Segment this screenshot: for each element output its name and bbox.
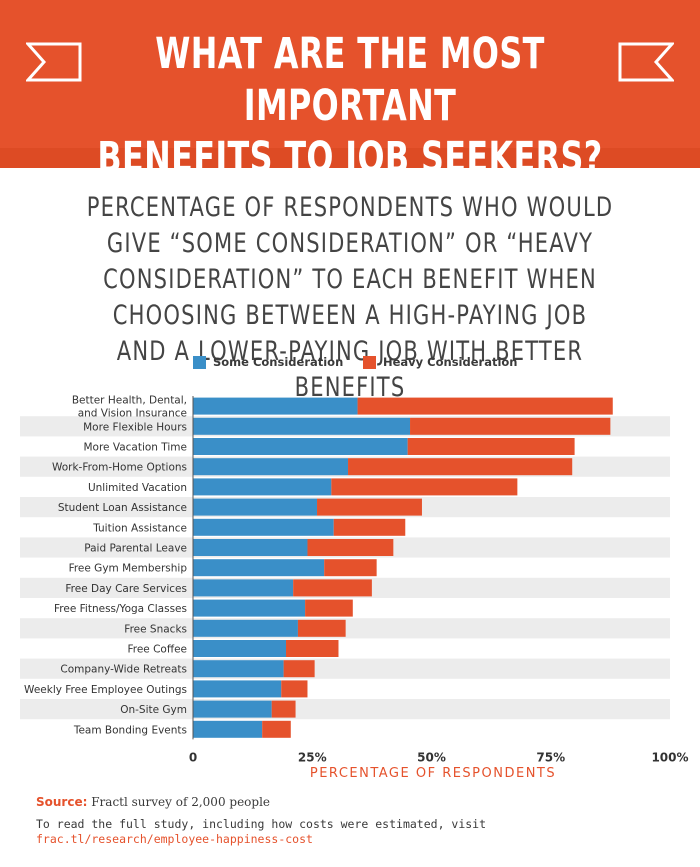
legend-swatch-heavy: [363, 355, 376, 369]
row-stripe: [20, 699, 670, 720]
bar-some: [193, 518, 334, 536]
x-tick-label: 100%: [651, 750, 688, 764]
legend-item-heavy: Heavy Consideration: [363, 355, 518, 369]
bar-heavy: [324, 559, 377, 577]
study-note: To read the full study, including how co…: [36, 817, 486, 847]
chart-legend: Some Consideration Heavy Consideration: [0, 355, 700, 373]
bar-some: [193, 599, 306, 617]
bar-some: [193, 417, 411, 435]
bar-some: [193, 498, 318, 516]
bar-heavy: [410, 417, 611, 435]
bar-heavy: [262, 720, 291, 738]
category-label: Team Bonding Events: [73, 724, 187, 736]
x-tick-label: 50%: [417, 750, 446, 764]
study-link[interactable]: frac.tl/research/employee-happiness-cost: [36, 832, 313, 846]
bar-heavy: [331, 478, 518, 496]
study-note-text: To read the full study, including how co…: [36, 817, 487, 831]
bar-heavy: [283, 660, 315, 678]
category-label: Student Loan Assistance: [58, 502, 187, 514]
bar-some: [193, 438, 408, 455]
category-label: Free Gym Membership: [69, 563, 188, 575]
category-label: Free Fitness/Yoga Classes: [54, 603, 187, 615]
category-label: More Flexible Hours: [83, 421, 187, 433]
header-banner: WHAT ARE THE MOST IMPORTANT BENEFITS TO …: [0, 0, 700, 183]
legend-label-some: Some Consideration: [213, 355, 344, 369]
category-label: Free Day Care Services: [65, 583, 187, 595]
bar-some: [193, 458, 349, 476]
category-label: Work-From-Home Options: [52, 462, 187, 474]
bar-some: [193, 478, 332, 496]
x-tick-label: 75%: [536, 750, 565, 764]
bar-heavy: [307, 539, 394, 556]
bar-heavy: [317, 498, 422, 516]
category-label: Paid Parental Leave: [84, 543, 187, 555]
bar-heavy: [297, 619, 346, 637]
bar-some: [193, 720, 263, 738]
bar-heavy: [293, 579, 372, 597]
category-label: On-Site Gym: [120, 704, 187, 716]
bar-some: [193, 640, 287, 657]
category-label: Weekly Free Employee Outings: [24, 684, 187, 696]
category-label: Company-Wide Retreats: [60, 664, 187, 676]
legend-label-heavy: Heavy Consideration: [383, 355, 518, 369]
bar-some: [193, 700, 272, 718]
page-title: WHAT ARE THE MOST IMPORTANT BENEFITS TO …: [97, 29, 603, 183]
bar-heavy: [357, 397, 613, 415]
category-label: Better Health, Dental, and Vision Insuran…: [72, 395, 187, 420]
bar-some: [193, 660, 284, 678]
bar-some: [193, 680, 282, 698]
source-text: Fractl survey of 2,000 people: [91, 795, 271, 809]
row-stripe: [20, 658, 670, 679]
bar-heavy: [407, 438, 575, 455]
bar-some: [193, 559, 325, 577]
bar-heavy: [271, 700, 296, 718]
bar-heavy: [281, 680, 308, 698]
category-label: Free Snacks: [124, 623, 187, 635]
bar-some: [193, 579, 294, 597]
bar-some: [193, 539, 308, 556]
banner-left-icon: [26, 42, 82, 82]
source-label: Source:: [36, 795, 88, 809]
bar-heavy: [305, 599, 353, 617]
x-axis-title: PERCENTAGE OF RESPONDENTS: [309, 766, 557, 781]
bar-some: [193, 397, 358, 415]
category-label: Free Coffee: [127, 644, 187, 656]
x-tick-label: 0: [189, 750, 197, 764]
banner-right-icon: [618, 42, 674, 82]
bar-some: [193, 619, 298, 637]
header-band: [0, 148, 700, 168]
category-label: More Vacation Time: [83, 442, 187, 454]
bar-heavy: [348, 458, 573, 476]
category-label: Unlimited Vacation: [88, 482, 187, 494]
category-label: Tuition Assistance: [92, 522, 187, 534]
bar-heavy: [333, 518, 406, 536]
legend-swatch-some: [193, 355, 206, 369]
bar-heavy: [286, 640, 339, 657]
legend-item-some: Some Consideration: [193, 355, 343, 369]
source-note: Source: Fractl survey of 2,000 people: [36, 795, 270, 809]
x-tick-label: 25%: [298, 750, 327, 764]
